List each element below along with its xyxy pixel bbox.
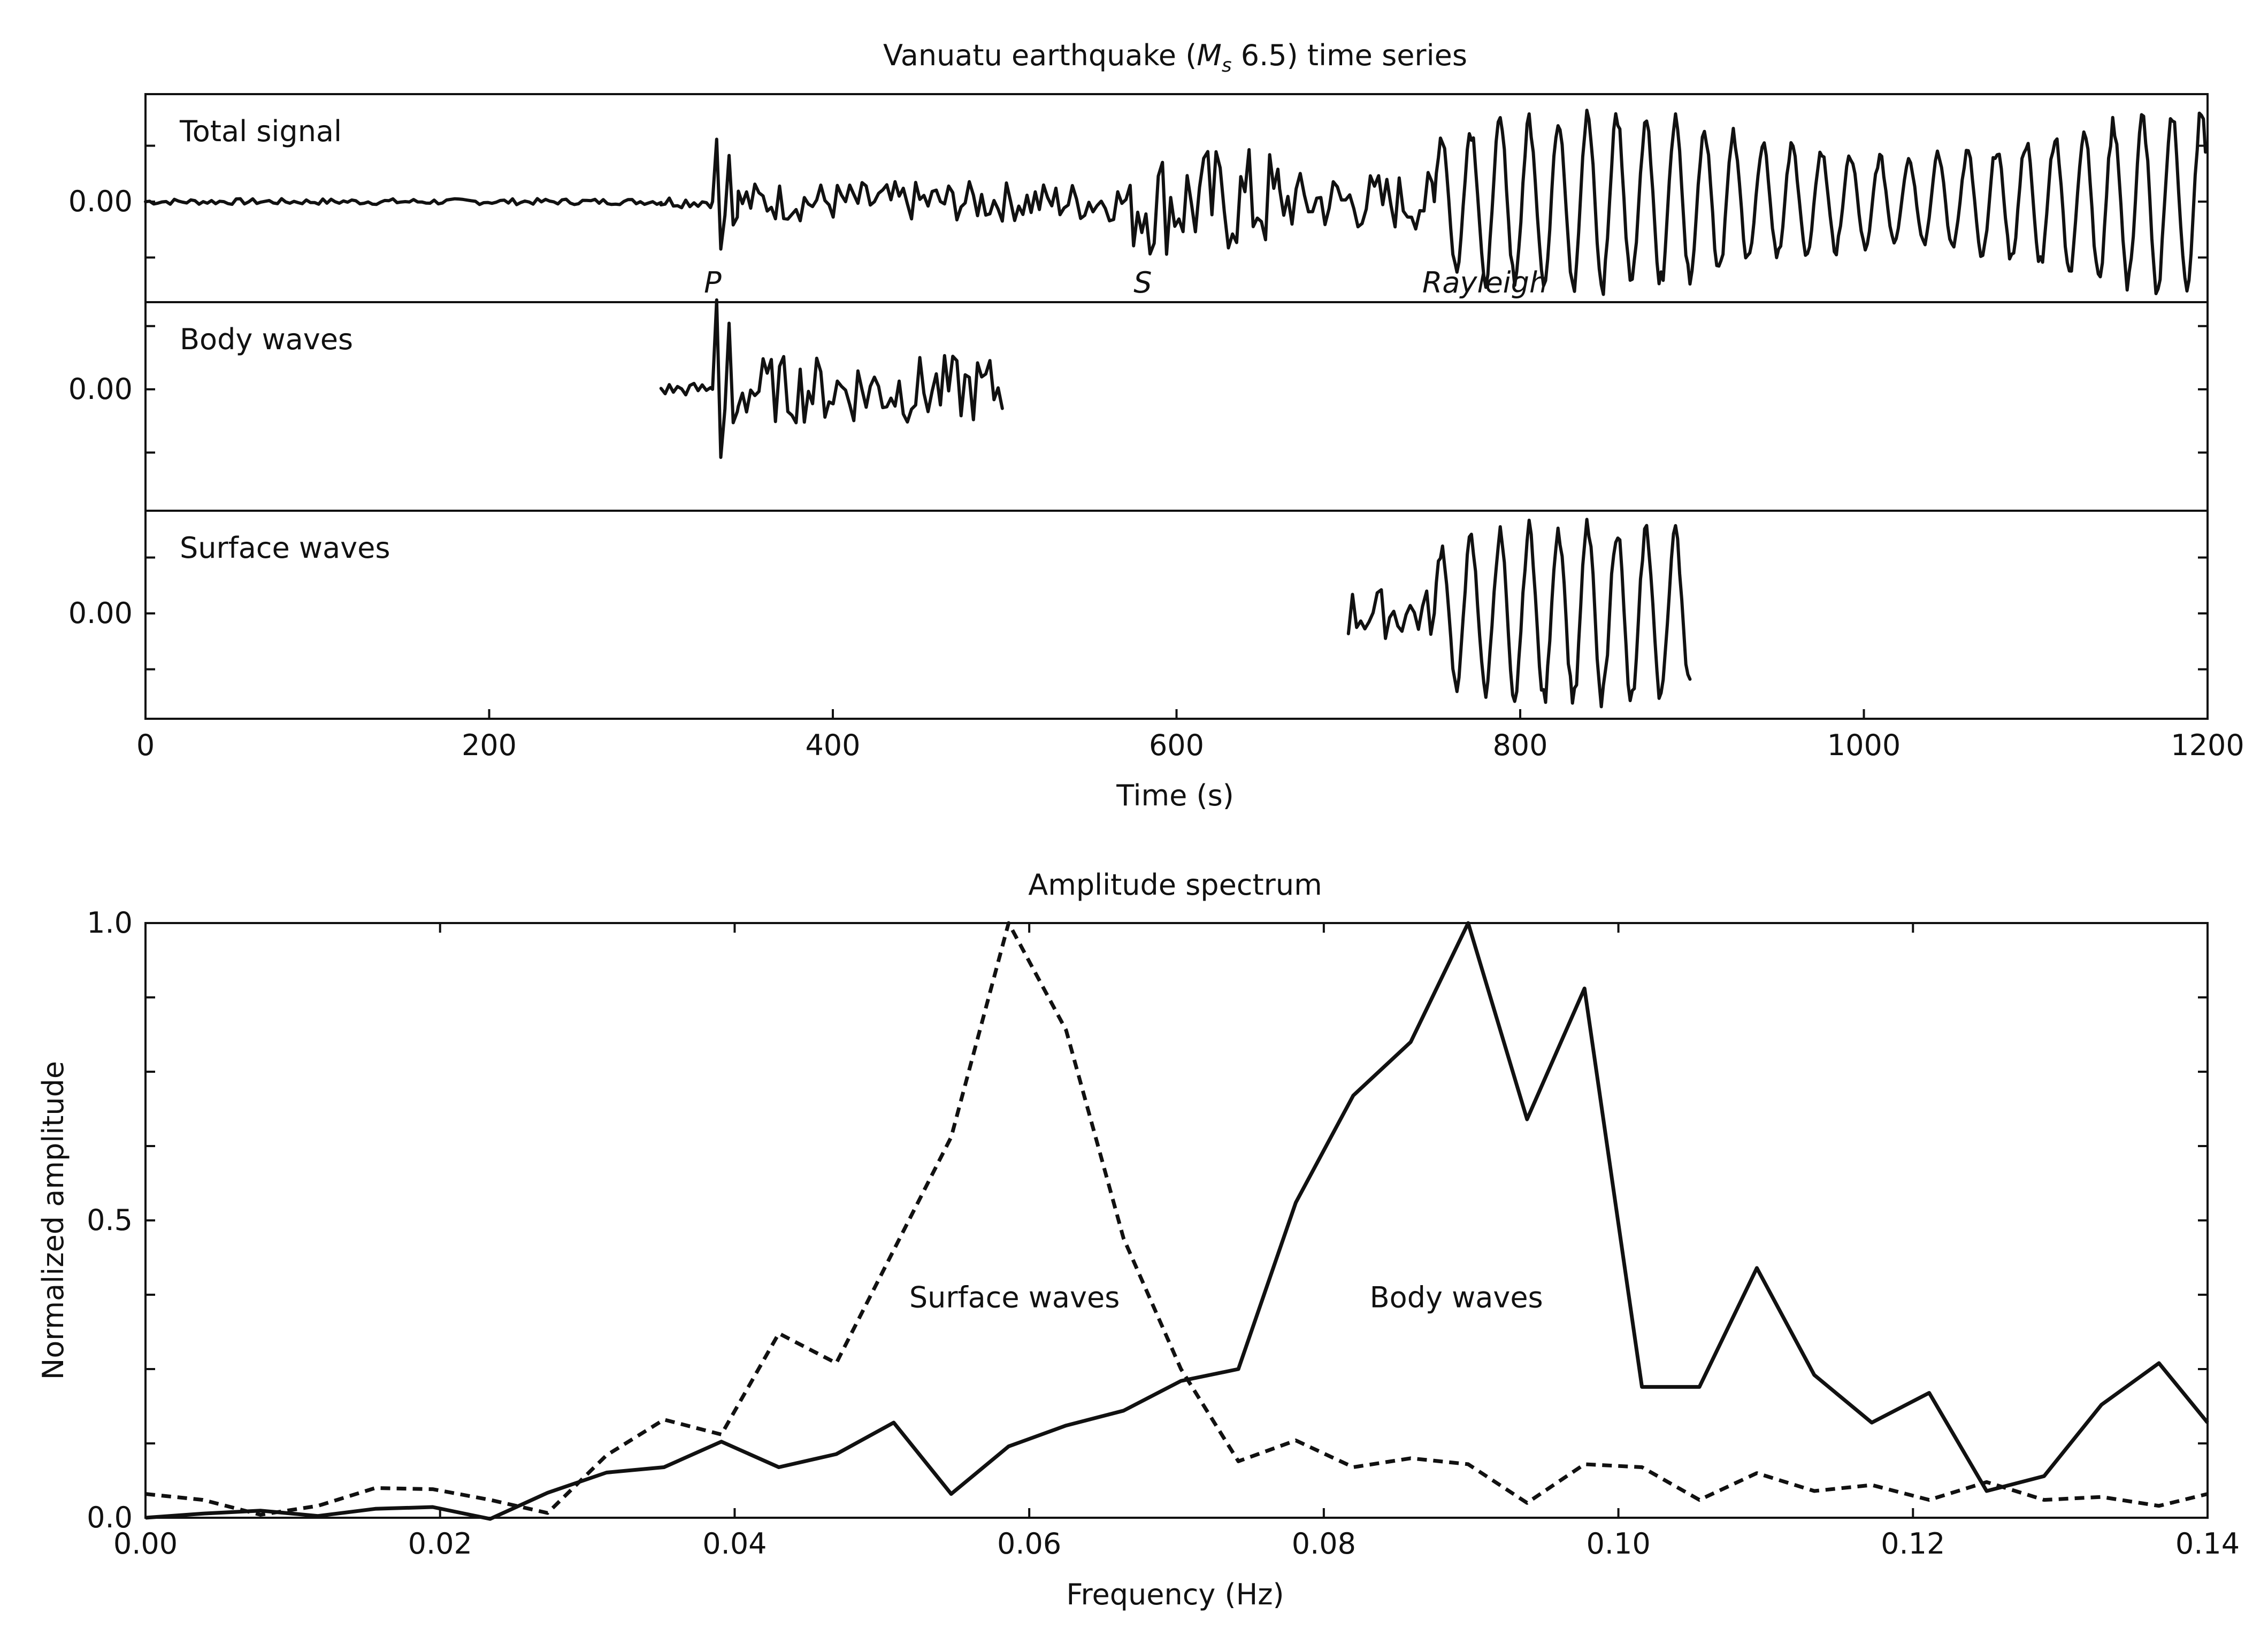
title-prefix: Vanuatu earthquake ( <box>883 39 1197 72</box>
time-x-tick-label: 0 <box>136 728 155 762</box>
frequency-x-axis-label: Frequency (Hz) <box>1066 1578 1284 1611</box>
frequency-x-tick-label: 0.06 <box>997 1527 1061 1561</box>
spectrum-annotation: Body waves <box>1370 1281 1543 1315</box>
frequency-x-tick-label: 0.04 <box>702 1527 767 1561</box>
time-series-frame <box>144 93 2209 720</box>
title-magnitude-subscript: s <box>1222 55 1232 76</box>
panel-label: Total signal <box>179 114 342 148</box>
amplitude-y-axis-label: Normalized amplitude <box>36 1061 70 1380</box>
time-x-ticks: 0 200 400 600 800 1000 1200 <box>136 709 2244 762</box>
panel-y-tick-label: 0.00 <box>68 185 133 218</box>
time-x-tick-label: 800 <box>1492 728 1547 762</box>
spectrum-series <box>145 921 2209 1521</box>
panel-2: Surface waves 0.00 <box>68 518 2208 709</box>
frequency-x-tick-label: 0.08 <box>1292 1527 1356 1561</box>
spectrum-annotation: Surface waves <box>909 1281 1120 1315</box>
title-suffix: 6.5) time series <box>1232 39 1467 72</box>
amplitude-y-tick-label: 1.0 <box>87 906 133 940</box>
time-x-axis-label: Time (s) <box>1116 779 1234 812</box>
frequency-x-tick-label: 0.00 <box>113 1527 178 1561</box>
panel-label: Surface waves <box>180 531 390 565</box>
time-x-tick-label: 1000 <box>1827 728 1901 762</box>
amplitude-spectrum-chart: Amplitude spectrum 0.00 0.02 0.04 0.06 0.08 0… <box>36 868 2240 1611</box>
phase-label: P <box>704 266 722 299</box>
title-magnitude-symbol: M <box>1197 39 1222 72</box>
time-series-panels: Total signal 0.00 P S Rayleigh Body waves 0.00… <box>68 109 2208 709</box>
panel-y-tick-label: 0.00 <box>68 596 133 630</box>
amplitude-y-tick-label: 0.5 <box>87 1203 133 1237</box>
panel-label: Body waves <box>180 322 353 356</box>
panel-1: Body waves 0.00 <box>68 298 2208 459</box>
frequency-x-tick-label: 0.02 <box>408 1527 472 1561</box>
frequency-x-tick-label: 0.12 <box>1881 1527 1945 1561</box>
panel-trace <box>659 298 1004 459</box>
spectrum-annotations: Surface waves Body waves <box>909 1281 1543 1315</box>
panel-trace <box>144 109 2208 296</box>
spectrum-frame <box>144 922 2209 1519</box>
spectrum-title: Amplitude spectrum <box>1028 868 1322 902</box>
time-x-tick-label: 200 <box>462 728 517 762</box>
panel-y-tick-label: 0.00 <box>68 372 133 406</box>
time-x-tick-label: 1200 <box>2171 728 2244 762</box>
panel-0: Total signal 0.00 P S Rayleigh <box>68 109 2208 299</box>
time-x-tick-label: 400 <box>805 728 860 762</box>
amplitude-y-tick-label: 0.0 <box>87 1501 133 1534</box>
phase-label: S <box>1133 266 1152 299</box>
frequency-x-tick-label: 0.14 <box>2175 1527 2240 1561</box>
spectrum-ticks: 0.00 0.02 0.04 0.06 0.08 0.10 0.12 0.14 0.0 0.5 1.… <box>87 906 2240 1561</box>
body-waves-spectrum-line <box>145 921 2209 1521</box>
time-x-tick-label: 600 <box>1149 728 1204 762</box>
frequency-x-tick-label: 0.10 <box>1586 1527 1650 1561</box>
time-series-chart: Vanuatu earthquake (Ms 6.5) time series … <box>68 39 2244 812</box>
panel-trace <box>1346 518 1692 709</box>
time-series-title: Vanuatu earthquake (Ms 6.5) time series <box>883 39 1467 76</box>
surface-waves-spectrum-line <box>145 921 2208 1517</box>
phase-label: Rayleigh <box>1422 266 1547 299</box>
